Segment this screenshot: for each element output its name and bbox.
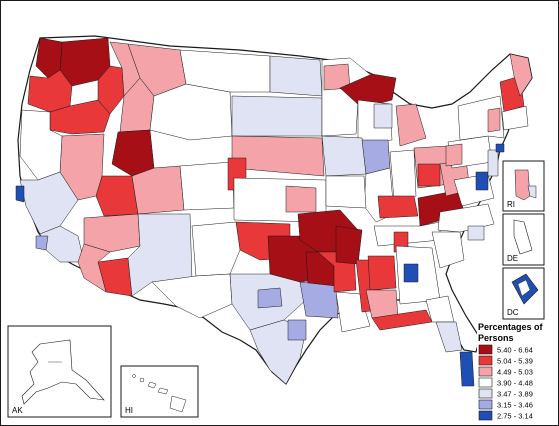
inset-dc: DC — [502, 267, 545, 320]
legend-swatch — [478, 377, 493, 388]
region-sd — [231, 95, 323, 137]
region-nyc — [495, 143, 505, 153]
region-ga-atlanta — [403, 263, 419, 283]
legend-label: 2.75 - 3.14 — [497, 412, 533, 421]
legend-label: 3.15 - 3.46 — [497, 401, 533, 410]
region-mi-lower — [395, 103, 427, 147]
region-la — [35, 235, 49, 251]
region-mt-east — [179, 49, 271, 93]
region-ia — [321, 135, 367, 177]
inset-hi: HI — [120, 365, 199, 418]
legend-swatch — [478, 399, 493, 410]
region-ca-bay — [15, 185, 25, 203]
inset-ak: AK — [7, 325, 112, 418]
region-ks-east — [285, 185, 317, 213]
region-al-north — [367, 255, 397, 291]
region-ut-south — [95, 175, 139, 217]
region-ar-central — [335, 225, 363, 265]
region-tx-houston — [287, 319, 307, 341]
legend-swatch — [478, 388, 493, 399]
region-al-south — [365, 289, 399, 319]
region-mo-north — [325, 175, 367, 209]
inset-de: DE — [502, 213, 545, 266]
region-nd — [269, 55, 323, 97]
legend: Percentages of Persons 5.40 - 6.64 5.04 -… — [477, 320, 555, 422]
inset-hi-label: HI — [125, 406, 133, 415]
inset-de-label: DE — [507, 254, 518, 263]
region-co-east — [179, 161, 235, 211]
inset-ri-label: RI — [507, 200, 515, 209]
region-nc-east — [467, 225, 485, 241]
region-nj — [487, 149, 499, 177]
region-nm — [127, 213, 193, 297]
inset-ak-label: AK — [12, 406, 23, 415]
legend-label: 5.40 - 6.64 — [497, 346, 533, 355]
legend-label: 4.49 - 5.03 — [497, 368, 533, 377]
region-fl-miami — [459, 351, 475, 387]
region-sc — [431, 231, 465, 269]
region-pa-west — [445, 143, 463, 167]
region-co-west — [131, 165, 185, 215]
inset-dc-label: DC — [507, 308, 519, 317]
region-ca-central — [19, 171, 79, 235]
region-ne — [231, 135, 325, 177]
legend-title-line2: Persons — [478, 333, 514, 343]
region-or-northwest — [27, 69, 73, 113]
region-wi-east — [373, 103, 393, 129]
legend-items: 5.40 - 6.64 5.04 - 5.39 4.49 - 5.03 3.90 - … — [478, 344, 533, 421]
region-fl-central — [435, 321, 463, 353]
region-ny-east — [487, 107, 501, 133]
region-ky-central — [377, 195, 419, 219]
legend-swatch — [478, 344, 493, 355]
inset-ri: RI — [502, 160, 545, 212]
region-az-west — [77, 243, 111, 293]
legend-swatch — [478, 355, 493, 366]
region-in — [389, 149, 417, 201]
region-tx-dfw — [257, 287, 283, 309]
region-ma-ct — [501, 105, 529, 131]
region-tx-panhandle — [191, 221, 241, 277]
legend-swatch — [478, 410, 493, 421]
region-oh-south — [417, 163, 441, 187]
legend-title-line1: Percentages of — [478, 322, 544, 332]
legend-swatch — [478, 366, 493, 377]
legend-label: 3.47 - 3.89 — [497, 390, 533, 399]
legend-label: 5.04 - 5.39 — [497, 357, 533, 366]
region-az-north — [83, 213, 141, 253]
region-tx-east — [299, 281, 339, 319]
region-me — [509, 53, 533, 97]
region-ca-north — [19, 109, 63, 181]
legend-label: 3.90 - 4.48 — [497, 379, 533, 388]
region-va-north — [475, 171, 489, 191]
